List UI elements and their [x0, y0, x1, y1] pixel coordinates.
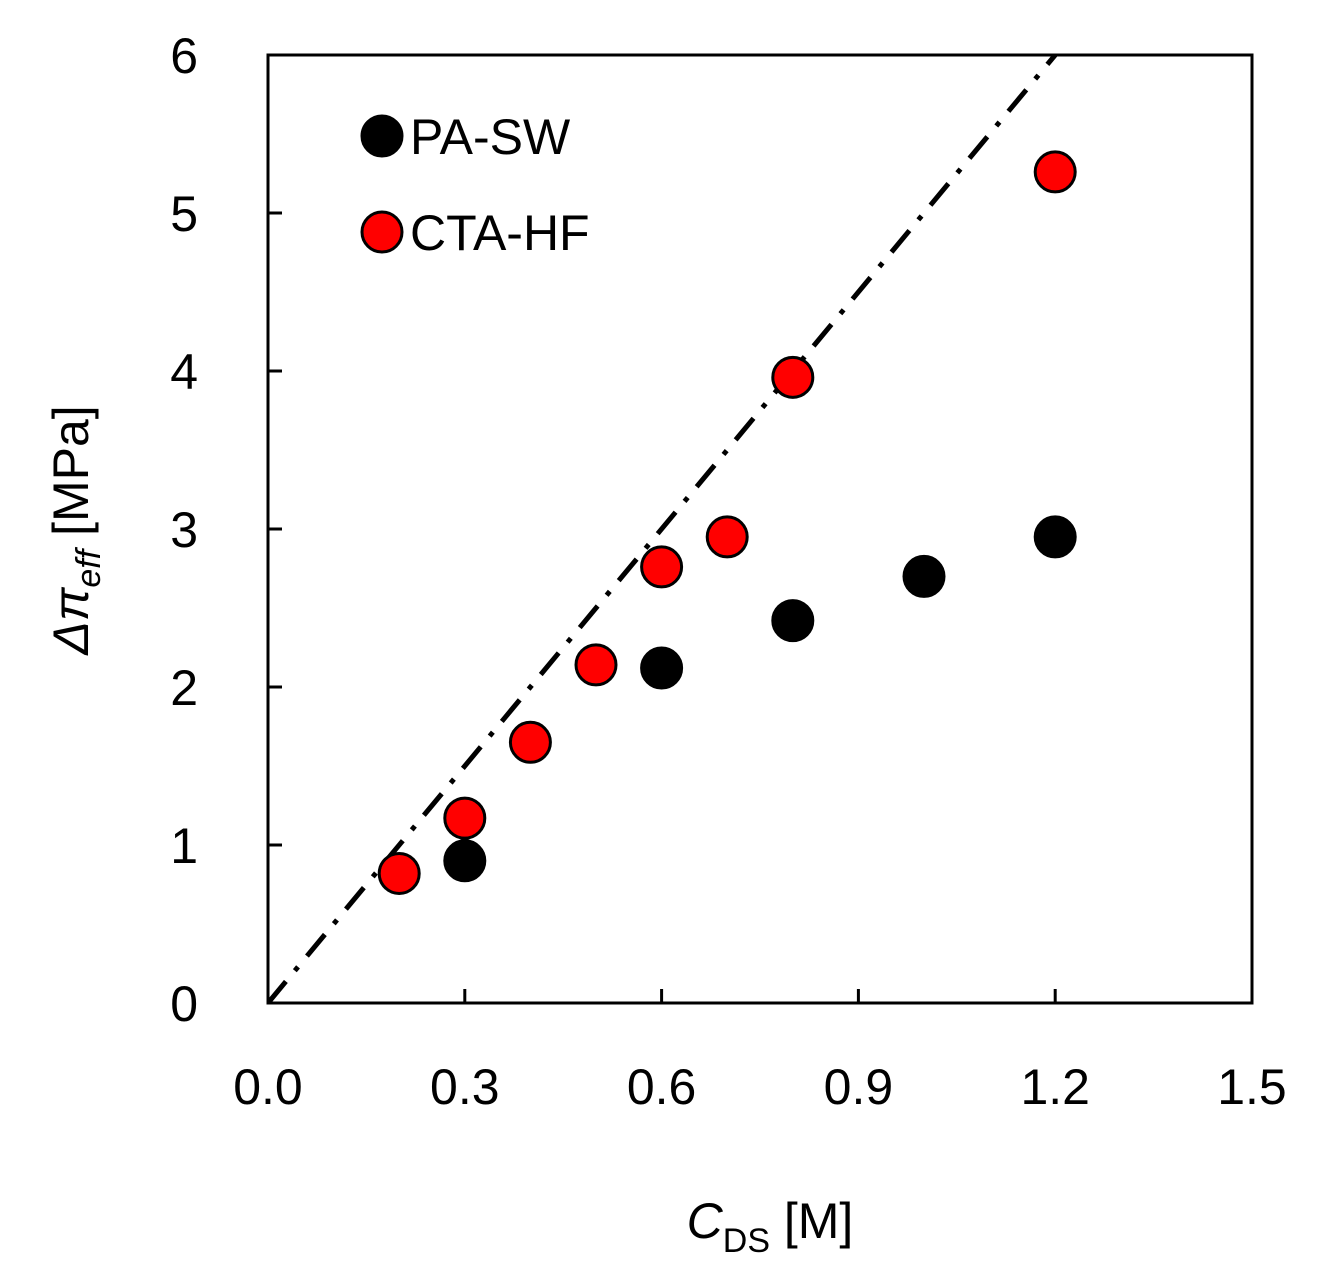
data-point-cta-hf	[705, 515, 749, 559]
y-tick-label: 0	[170, 976, 198, 1032]
data-point-pa-sw	[443, 839, 487, 883]
reference-line-layer	[268, 55, 1058, 1003]
x-axis-title-sub: DS	[723, 1222, 770, 1260]
data-point-cta-hf	[771, 355, 815, 399]
x-tick-label: 1.5	[1217, 1059, 1287, 1115]
legend-marker-cta-hf	[360, 210, 404, 254]
data-point-pa-sw	[902, 554, 946, 598]
y-tick-label: 2	[170, 660, 198, 716]
y-axis-title: Δπeff [MPa]	[43, 405, 108, 655]
y-tick-label: 6	[170, 28, 198, 84]
data-point-cta-hf	[640, 545, 684, 589]
legend-label-pa-sw: PA-SW	[410, 109, 571, 165]
data-point-cta-hf	[574, 643, 618, 687]
data-point-cta-hf	[1033, 150, 1077, 194]
x-axis-title: CDS [M]	[687, 1193, 854, 1260]
x-tick-label: 0.3	[430, 1059, 500, 1115]
y-axis-title-main: Δπ	[43, 586, 99, 656]
legend-label-cta-hf: CTA-HF	[410, 205, 590, 261]
x-axis-title-main: C	[687, 1193, 724, 1249]
y-axis-title-sub: eff	[70, 546, 108, 587]
axis-ticks: 0.0 0.3 0.6 0.9 1.2 1.5 0 1 2 3 4 5 6	[170, 28, 1287, 1115]
y-axis-title-unit: [MPa]	[43, 405, 99, 549]
x-tick-label: 1.2	[1020, 1059, 1090, 1115]
data-points-layer	[377, 150, 1077, 895]
y-tick-label: 5	[170, 186, 198, 242]
data-point-cta-hf	[443, 796, 487, 840]
data-point-cta-hf	[377, 851, 421, 895]
legend: PA-SW CTA-HF	[360, 109, 590, 261]
y-tick-label: 4	[170, 344, 198, 400]
x-tick-label: 0.0	[233, 1059, 303, 1115]
legend-marker-pa-sw	[360, 114, 404, 158]
data-point-pa-sw	[1033, 515, 1077, 559]
y-tick-label: 1	[170, 818, 198, 874]
y-tick-label: 3	[170, 502, 198, 558]
data-point-cta-hf	[508, 720, 552, 764]
reference-line	[268, 55, 1058, 1003]
data-point-pa-sw	[771, 599, 815, 643]
x-tick-label: 0.6	[627, 1059, 697, 1115]
x-tick-label: 0.9	[824, 1059, 894, 1115]
x-axis-title-unit: [M]	[770, 1193, 853, 1249]
data-point-pa-sw	[640, 646, 684, 690]
